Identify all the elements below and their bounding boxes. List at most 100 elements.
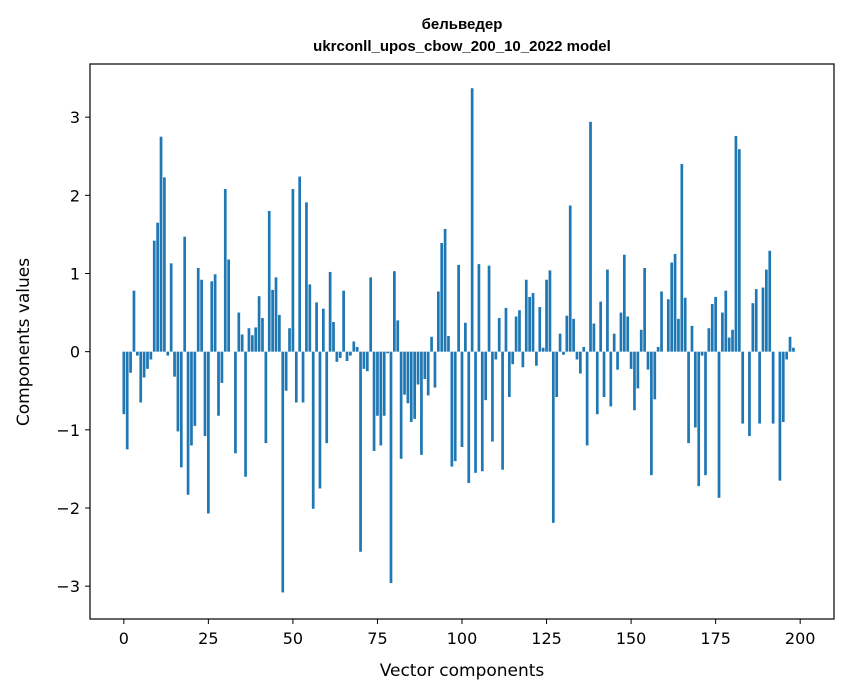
bar-55: [308, 284, 312, 352]
bar-112: [501, 351, 504, 470]
bar-117: [518, 310, 521, 352]
bar-90: [426, 351, 430, 396]
bar-92: [433, 351, 437, 388]
bar-155: [646, 351, 650, 370]
bar-83: [403, 351, 406, 395]
x-tick-label: 0: [119, 629, 129, 648]
bar-181: [734, 135, 738, 352]
bar-19: [186, 351, 190, 495]
bar-86: [413, 351, 417, 419]
bar-139: [592, 323, 596, 352]
bar-17: [179, 351, 183, 468]
bar-146: [616, 351, 619, 370]
x-axis-label: Vector components: [380, 661, 545, 681]
bar-29: [220, 351, 224, 383]
bar-93: [436, 291, 440, 352]
chart-title-line2: ukrconll_upos_cbow_200_10_2022 model: [313, 38, 611, 55]
bar-13: [166, 351, 170, 356]
bar-21: [193, 351, 197, 426]
bar-126: [548, 270, 552, 352]
bar-30: [223, 189, 227, 352]
bar-133: [572, 318, 575, 352]
bar-137: [585, 351, 589, 446]
bar-144: [609, 351, 613, 407]
bar-80: [393, 271, 396, 352]
x-tick-label: 50: [283, 629, 303, 648]
bar-172: [704, 351, 707, 476]
bar-68: [352, 341, 356, 352]
bar-7: [146, 351, 149, 369]
bar-118: [521, 351, 525, 368]
bar-108: [487, 265, 491, 352]
bar-47: [281, 351, 285, 593]
bar-45: [274, 277, 278, 352]
bar-147: [619, 312, 623, 352]
bar-38: [250, 335, 254, 352]
bar-110: [494, 351, 498, 360]
bar-198: [792, 347, 795, 352]
bar-99: [457, 264, 460, 352]
y-tick-label: 0: [70, 343, 80, 362]
bar-53: [301, 351, 305, 403]
bar-107: [484, 351, 488, 401]
bar-178: [724, 290, 728, 352]
bar-35: [240, 334, 244, 352]
bar-75: [376, 351, 379, 416]
bar-66: [345, 351, 349, 362]
bar-88: [420, 351, 423, 455]
bar-65: [342, 290, 345, 352]
bar-9: [152, 240, 156, 352]
bar-189: [761, 287, 765, 352]
bar-185: [748, 351, 751, 437]
bar-95: [443, 228, 447, 352]
bar-42: [264, 351, 268, 444]
bar-57: [315, 302, 318, 352]
bar-14: [169, 263, 173, 352]
bar-15: [173, 351, 176, 377]
bar-0: [122, 351, 126, 415]
bar-98: [453, 351, 457, 462]
bar-4: [135, 351, 139, 356]
bar-136: [582, 346, 586, 352]
bar-76: [379, 351, 383, 446]
bar-129: [558, 333, 562, 352]
bar-25: [207, 351, 210, 514]
bar-171: [700, 351, 704, 356]
bar-97: [450, 351, 454, 467]
x-tick-label: 200: [785, 629, 816, 648]
bar-43: [267, 210, 271, 352]
bar-131: [565, 315, 569, 352]
bar-174: [710, 303, 714, 352]
bar-190: [765, 269, 768, 352]
bar-114: [507, 351, 511, 397]
bar-79: [389, 351, 393, 584]
x-tick-label: 75: [367, 629, 387, 648]
bar-152: [636, 351, 640, 389]
x-axis-ticks: 0 25 50 75 100 125 150 175 200: [119, 619, 816, 648]
bar-39: [254, 327, 258, 352]
bar-153: [639, 329, 643, 352]
bar-73: [369, 277, 373, 352]
bar-1: [125, 351, 129, 450]
bar-175: [714, 296, 717, 352]
bar-151: [633, 351, 636, 411]
bar-91: [430, 336, 433, 352]
x-tick-label: 125: [531, 629, 562, 648]
bar-159: [660, 291, 663, 352]
bar-63: [335, 351, 339, 362]
bar-121: [531, 293, 535, 352]
bar-26: [210, 281, 214, 352]
bar-150: [629, 351, 633, 369]
bar-167: [687, 351, 690, 444]
x-tick-label: 25: [198, 629, 218, 648]
x-tick-label: 150: [616, 629, 647, 648]
bar-18: [183, 236, 187, 352]
bar-191: [768, 250, 772, 352]
bar-124: [541, 347, 545, 352]
bar-173: [707, 328, 711, 352]
bar-166: [683, 297, 687, 352]
bar-125: [545, 279, 548, 352]
bar-116: [514, 316, 518, 352]
bar-34: [237, 312, 241, 352]
bar-41: [261, 318, 264, 352]
